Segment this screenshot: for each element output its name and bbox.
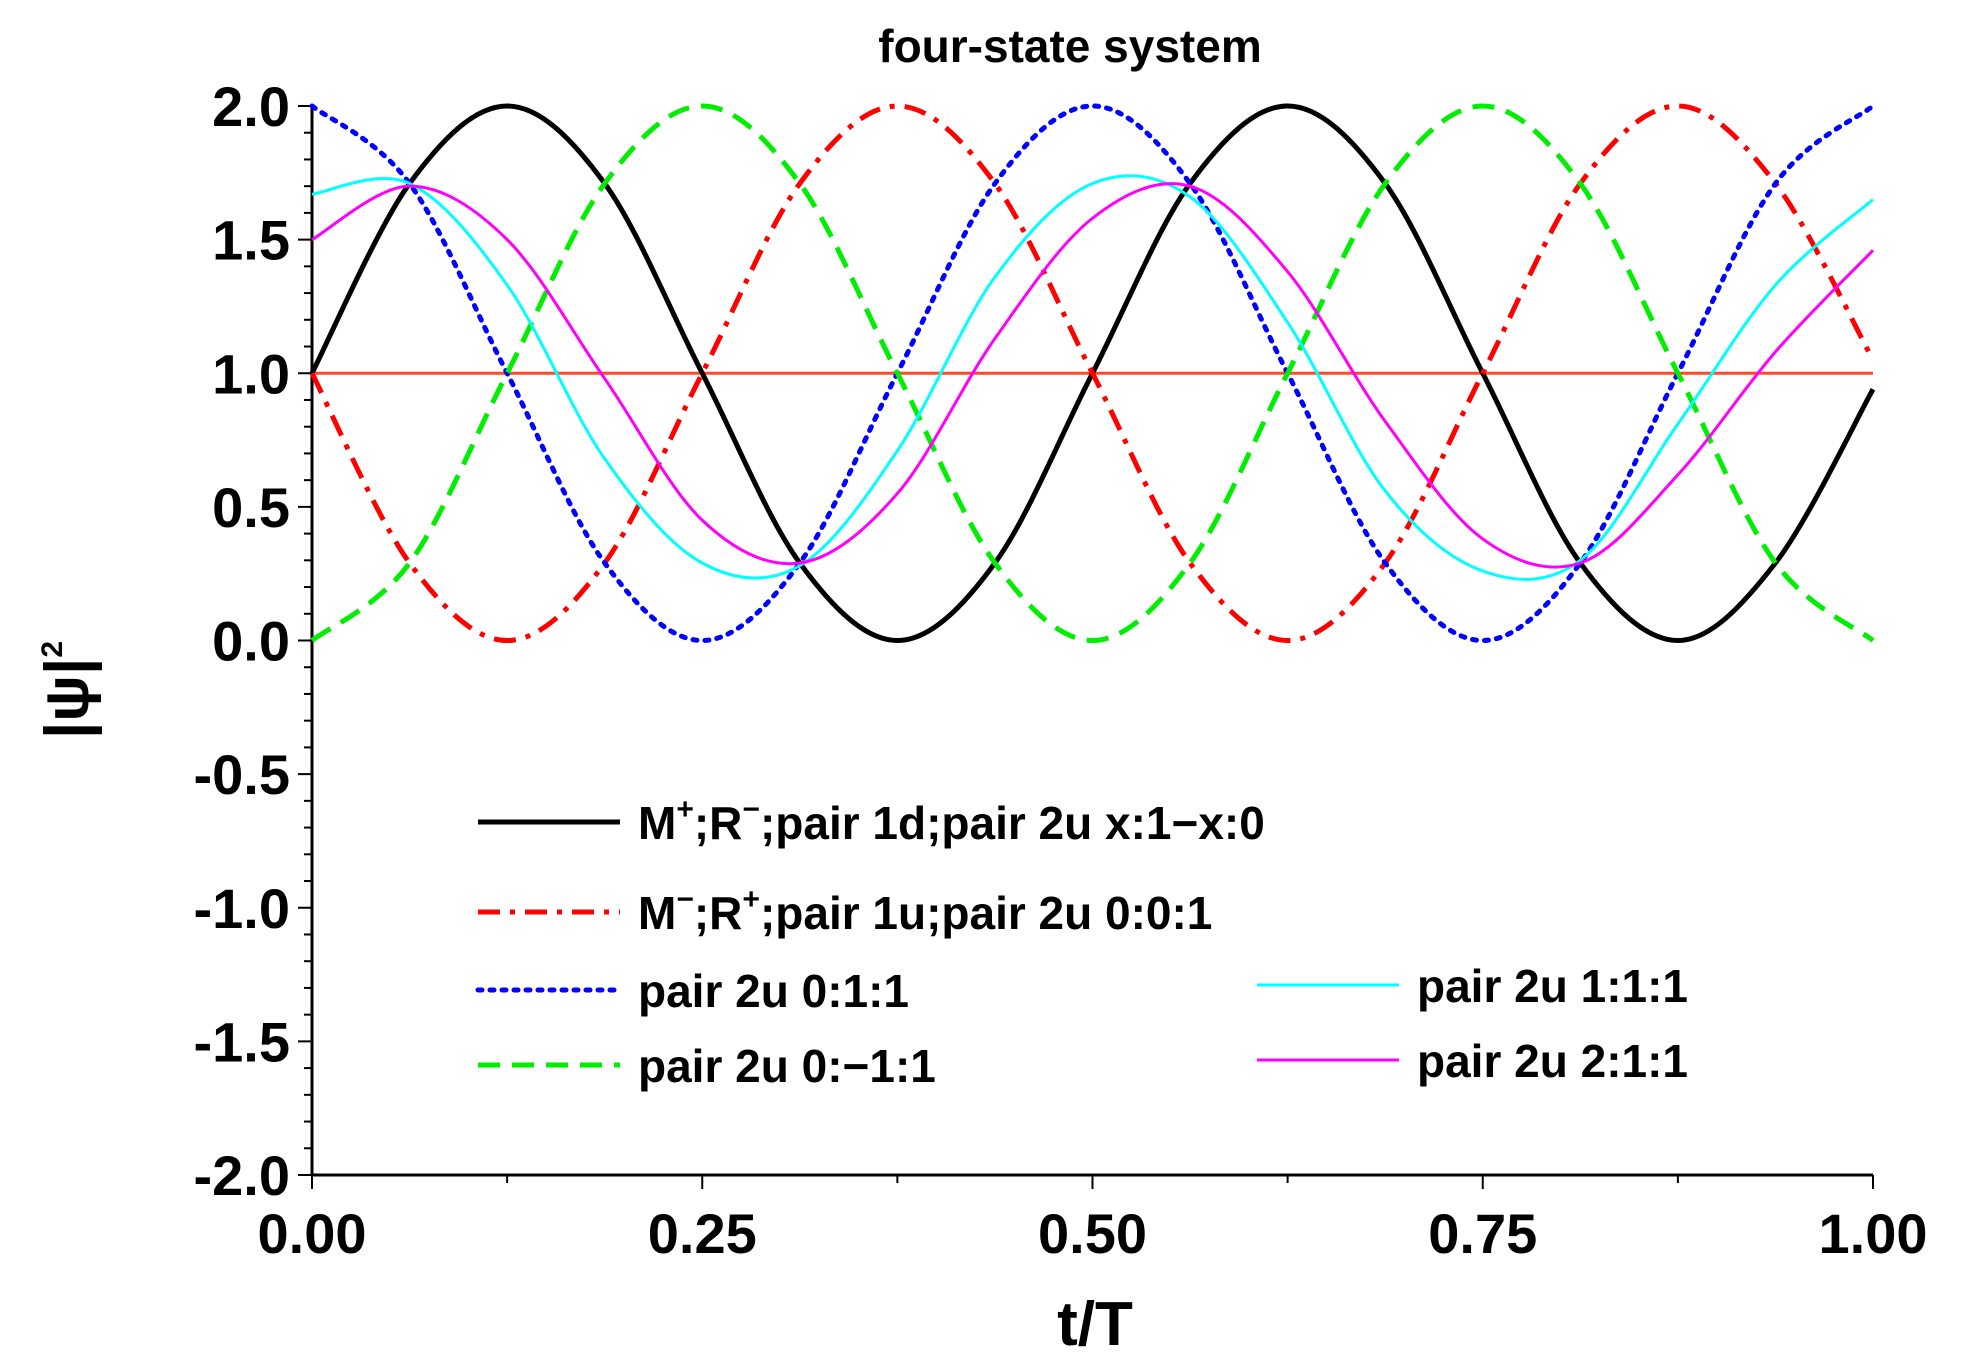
y-tick-label: 1.5 bbox=[212, 209, 290, 272]
y-tick-label: 2.0 bbox=[212, 75, 290, 138]
legend-label: pair 2u 0:−1:1 bbox=[638, 1040, 936, 1092]
y-axis-label: |ψ|2 bbox=[33, 641, 103, 739]
x-tick-label: 1.00 bbox=[1819, 1202, 1928, 1265]
legend-label: pair 2u 2:1:1 bbox=[1417, 1035, 1688, 1087]
series-line-2 bbox=[309, 103, 1876, 644]
y-tick-label: -2.0 bbox=[194, 1144, 291, 1207]
series-line-1 bbox=[309, 103, 1876, 644]
y-tick-label: 0.0 bbox=[212, 610, 290, 673]
y-tick-label: -1.5 bbox=[194, 1010, 291, 1073]
y-tick-label: -1.0 bbox=[194, 877, 291, 940]
series-line-4 bbox=[311, 174, 1874, 581]
plot-area bbox=[309, 103, 1876, 644]
y-tick-label: 0.5 bbox=[212, 476, 290, 539]
series-line-5 bbox=[311, 182, 1875, 569]
x-tick-label: 0.75 bbox=[1428, 1202, 1537, 1265]
legend-label: M−;R+;pair 1u;pair 2u 0:0:1 bbox=[638, 883, 1212, 939]
x-tick-label: 0.00 bbox=[258, 1202, 367, 1265]
legend-label: pair 2u 1:1:1 bbox=[1417, 960, 1688, 1012]
x-tick-label: 0.25 bbox=[648, 1202, 757, 1265]
legend: M+;R−;pair 1d;pair 2u x:1−x:0 M−;R+;pair … bbox=[475, 793, 1688, 1092]
y-tick-label: 1.0 bbox=[212, 342, 290, 405]
series-line-3 bbox=[310, 103, 1875, 644]
axes: 2.0 1.5 1.0 0.5 0.0 -0.5 -1.0 -1.5 -2.00.00 0.25 0… bbox=[194, 75, 1928, 1265]
legend-label: pair 2u 0:1:1 bbox=[638, 965, 909, 1017]
legend-label: M+;R−;pair 1d;pair 2u x:1−x:0 bbox=[638, 793, 1265, 849]
y-tick-label: -0.5 bbox=[194, 743, 291, 806]
x-tick-label: 0.50 bbox=[1038, 1202, 1147, 1265]
x-axis-label: t/T bbox=[1057, 1290, 1133, 1359]
chart-title: four-state system bbox=[878, 20, 1261, 72]
